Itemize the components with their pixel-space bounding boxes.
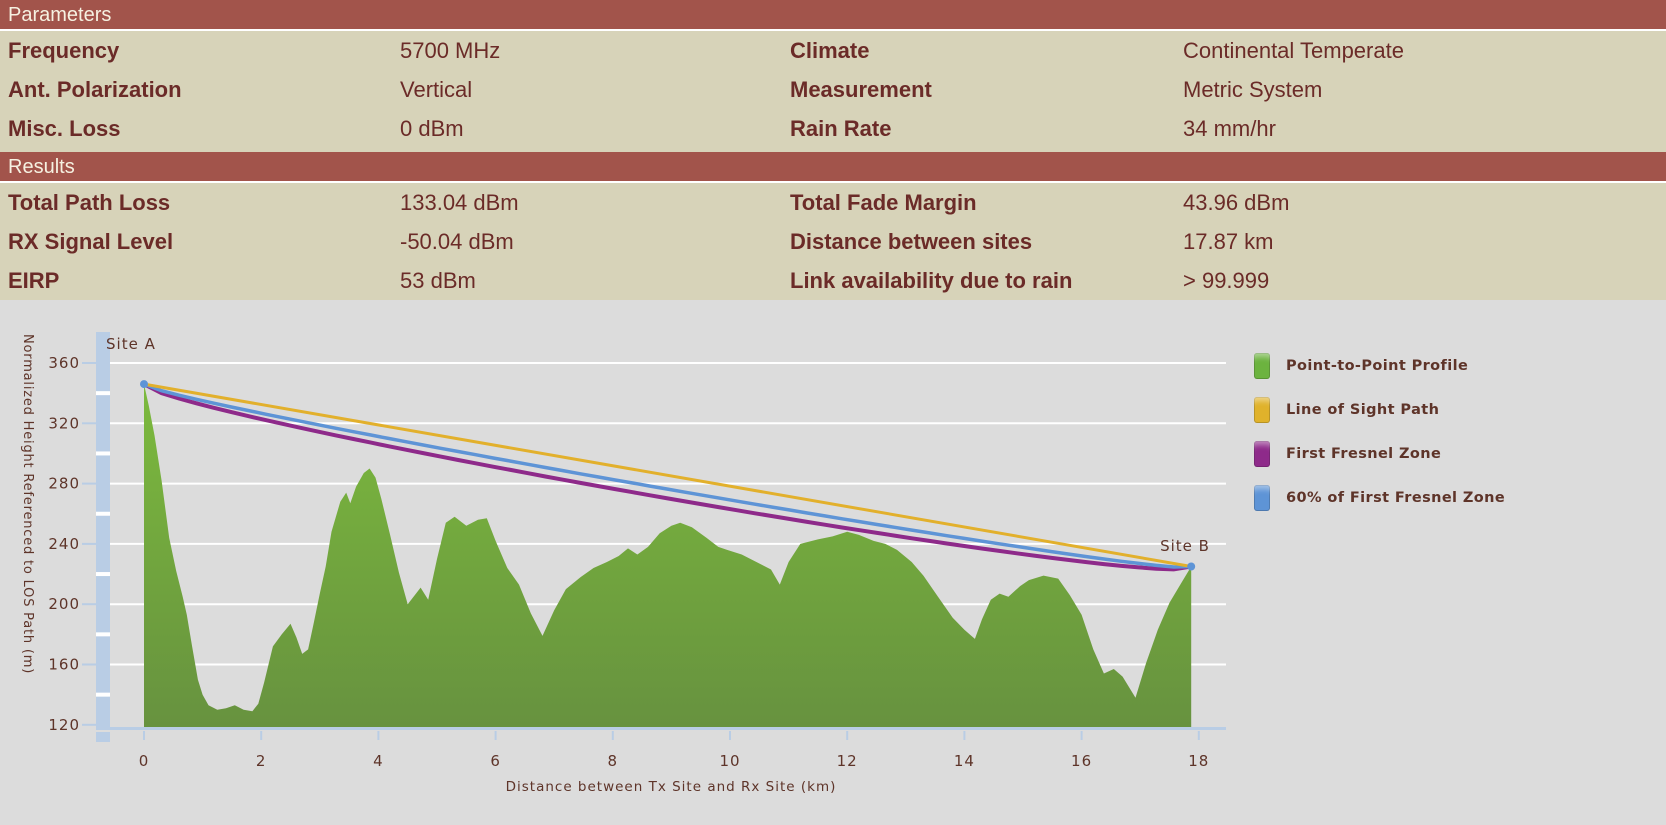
- result-value-path-loss: 133.04 dBm: [400, 190, 519, 215]
- y-tick-label: 320: [48, 414, 80, 432]
- link-budget-panel: Parameters Frequency 5700 MHz Climate Co…: [0, 0, 1666, 300]
- legend-label: First Fresnel Zone: [1286, 446, 1442, 462]
- param-label-measurement: Measurement: [790, 77, 932, 102]
- x-axis-title: Distance between Tx Site and Rx Site (km…: [506, 779, 837, 795]
- x-tick-label: 10: [719, 752, 740, 770]
- results-section-header: Results: [0, 152, 1666, 183]
- x-tick-label: 12: [837, 752, 858, 770]
- result-value-distance: 17.87 km: [1183, 229, 1274, 254]
- legend-item-3: 60% of First Fresnel Zone: [1254, 485, 1505, 511]
- results-grid: Total Path Loss 133.04 dBm Total Fade Ma…: [0, 183, 1666, 300]
- path-profile-chart: 120 160 200 240 280 320 360 0 2 4 6 8 10 12 14 16 18 Dist…: [0, 304, 1666, 825]
- y-axis-band: [96, 332, 110, 727]
- y-axis-title: Normalized Height Referenced to LOS Path…: [20, 334, 35, 674]
- result-label-eirp: EIRP: [8, 268, 60, 293]
- parameter-row: Misc. Loss 0 dBm Rain Rate 34 mm/hr: [0, 109, 1666, 148]
- param-value-frequency: 5700 MHz: [400, 38, 501, 63]
- site-b-endpoint-dot: [1187, 562, 1196, 571]
- profile-chart-svg: 120 160 200 240 280 320 360 0 2 4 6 8 10 12 14 16 18 Dist…: [20, 332, 1226, 795]
- legend-swatch-icon: [1254, 485, 1270, 511]
- x-tick-label: 4: [373, 752, 384, 770]
- param-value-measurement: Metric System: [1183, 77, 1323, 102]
- x-tick-label: 16: [1071, 752, 1092, 770]
- fresnel-60pct-line: [142, 382, 1193, 569]
- y-tick-label: 160: [48, 656, 80, 674]
- legend-swatch-icon: [1254, 397, 1270, 423]
- site-b-label: Site B: [1160, 537, 1210, 555]
- param-label-rain-rate: Rain Rate: [790, 116, 892, 141]
- result-row: Total Path Loss 133.04 dBm Total Fade Ma…: [0, 183, 1666, 222]
- site-a-label: Site A: [106, 335, 156, 353]
- result-value-rx-signal: -50.04 dBm: [400, 229, 514, 254]
- param-label-frequency: Frequency: [8, 38, 120, 63]
- chart-legend: Point-to-Point Profile Line of Sight Path…: [1254, 353, 1505, 529]
- result-label-path-loss: Total Path Loss: [8, 190, 171, 215]
- param-value-polarization: Vertical: [400, 77, 473, 102]
- result-value-rain-availability: > 99.999: [1183, 268, 1270, 293]
- param-label-climate: Climate: [790, 38, 870, 63]
- result-value-fade-margin: 43.96 dBm: [1183, 190, 1290, 215]
- x-tick-label: 0: [139, 752, 150, 770]
- legend-item-1: Line of Sight Path: [1254, 397, 1505, 423]
- y-tick-label: 240: [48, 535, 80, 553]
- parameter-row: Frequency 5700 MHz Climate Continental T…: [0, 31, 1666, 70]
- y-tick-label: 200: [48, 595, 80, 613]
- legend-swatch-icon: [1254, 353, 1270, 379]
- legend-label: 60% of First Fresnel Zone: [1286, 490, 1506, 506]
- x-axis-line: [96, 727, 1226, 730]
- result-label-fade-margin: Total Fade Margin: [790, 190, 977, 215]
- legend-item-2: First Fresnel Zone: [1254, 441, 1505, 467]
- param-value-climate: Continental Temperate: [1183, 38, 1404, 63]
- x-tick-label: 14: [954, 752, 975, 770]
- legend-label: Line of Sight Path: [1286, 402, 1440, 418]
- parameters-section-header: Parameters: [0, 0, 1666, 31]
- result-label-rain-availability: Link availability due to rain: [790, 268, 1073, 293]
- x-tick-label: 6: [490, 752, 501, 770]
- y-tick-label: 360: [48, 354, 80, 372]
- parameters-grid: Frequency 5700 MHz Climate Continental T…: [0, 31, 1666, 148]
- param-label-misc-loss: Misc. Loss: [8, 116, 121, 141]
- result-row: RX Signal Level -50.04 dBm Distance betw…: [0, 222, 1666, 261]
- result-label-distance: Distance between sites: [790, 229, 1033, 254]
- legend-item-0: Point-to-Point Profile: [1254, 353, 1505, 379]
- legend-label: Point-to-Point Profile: [1286, 358, 1469, 374]
- terrain-profile-area: [144, 384, 1192, 727]
- legend-swatch-icon: [1254, 441, 1270, 467]
- line-of-sight-path: [142, 382, 1193, 568]
- first-fresnel-zone-line: [142, 382, 1194, 572]
- x-tick-label: 2: [256, 752, 267, 770]
- result-label-rx-signal: RX Signal Level: [8, 229, 174, 254]
- y-tick-label: 280: [48, 475, 80, 493]
- parameter-row: Ant. Polarization Vertical Measurement M…: [0, 70, 1666, 109]
- param-label-polarization: Ant. Polarization: [8, 77, 182, 102]
- x-tick-label: 18: [1188, 752, 1209, 770]
- site-a-endpoint-dot: [140, 380, 148, 389]
- result-row: EIRP 53 dBm Link availability due to rai…: [0, 261, 1666, 300]
- x-tick-label: 8: [608, 752, 619, 770]
- y-tick-label: 120: [48, 716, 80, 734]
- result-value-eirp: 53 dBm: [400, 268, 476, 293]
- param-value-misc-loss: 0 dBm: [400, 116, 464, 141]
- param-value-rain-rate: 34 mm/hr: [1183, 116, 1276, 141]
